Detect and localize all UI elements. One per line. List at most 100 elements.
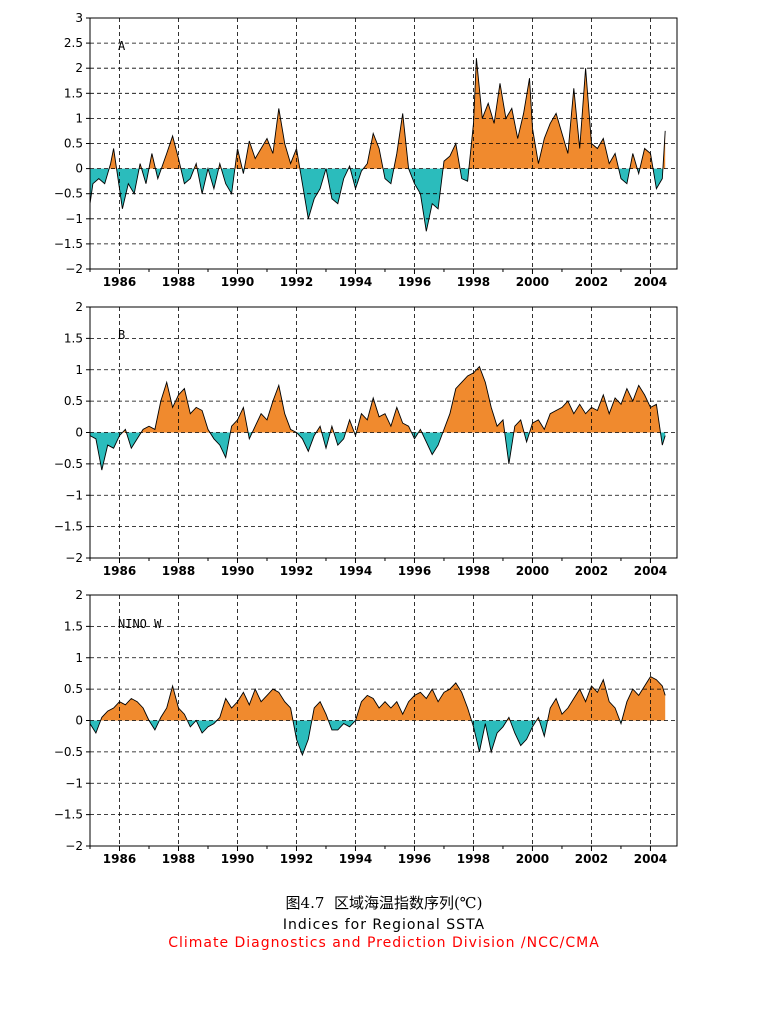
x-tick-label: 1988 <box>162 852 195 866</box>
y-tick-label: 2 <box>75 588 83 602</box>
positive-anomaly-area-6 <box>216 689 293 721</box>
negative-anomaly-area-28 <box>618 168 630 184</box>
panel-label: A <box>118 39 126 53</box>
x-tick-label: 2002 <box>575 564 608 578</box>
y-tick-label: 2.5 <box>64 36 83 50</box>
x-tick-label: 1990 <box>221 852 254 866</box>
x-tick-label: 1990 <box>221 275 254 289</box>
x-tick-label: 1994 <box>339 275 372 289</box>
chart-panel-1: −2 −1.5 −1 −0.5 0 0.5 1 1.5 2 1986 1988 1990 1992 199… <box>54 300 678 578</box>
positive-anomaly-area-5 <box>149 153 156 169</box>
y-tick-label: 0 <box>75 426 83 440</box>
y-tick-label: 0.5 <box>64 394 83 408</box>
negative-anomaly-area-32 <box>653 168 663 189</box>
y-tick-label: 2 <box>75 61 83 75</box>
y-tick-label: −2 <box>65 839 83 853</box>
english-title: Indices for Regional SSTA <box>282 917 486 933</box>
y-tick-label: 1.5 <box>64 619 83 633</box>
y-tick-label: 0.5 <box>64 682 83 696</box>
negative-anomaly-area-24 <box>408 168 443 232</box>
positive-anomaly-area-16 <box>244 108 300 169</box>
panel-label: B <box>118 328 125 342</box>
series-line <box>89 58 666 232</box>
positive-anomaly-area-7 <box>252 385 297 433</box>
negative-anomaly-area-0 <box>90 168 110 204</box>
y-tick-label: −2 <box>65 551 83 565</box>
negative-anomaly-area-22 <box>524 432 530 442</box>
positive-anomaly-area-1 <box>100 698 149 721</box>
y-tick-label: 0.5 <box>64 137 83 151</box>
negative-anomaly-area-4 <box>187 720 197 727</box>
y-tick-label: −0.5 <box>54 187 83 201</box>
negative-anomaly-area-2 <box>116 168 140 209</box>
x-tick-label: 1988 <box>162 275 195 289</box>
positive-anomaly-area-31 <box>639 148 653 169</box>
positive-anomaly-area-15 <box>356 398 412 433</box>
positive-anomaly-area-14 <box>234 148 243 169</box>
y-tick-label: −1.5 <box>54 808 83 822</box>
x-tick-label: 2004 <box>634 564 667 578</box>
y-tick-label: 1 <box>75 363 83 377</box>
x-tick-label: 2000 <box>516 852 549 866</box>
positive-anomaly-area-8 <box>311 701 329 721</box>
x-tick-label: 2002 <box>575 852 608 866</box>
negative-anomaly-area-26 <box>460 168 469 182</box>
x-tick-label: 1994 <box>339 852 372 866</box>
y-tick-label: 1 <box>75 651 83 665</box>
x-tick-label: 1996 <box>398 852 431 866</box>
x-tick-label: 2000 <box>516 275 549 289</box>
y-tick-label: 1.5 <box>64 86 83 100</box>
y-tick-label: 2 <box>75 300 83 314</box>
negative-anomaly-area-5 <box>196 720 217 733</box>
negative-anomaly-area-13 <box>510 720 537 746</box>
positive-anomaly-area-3 <box>159 686 188 721</box>
negative-anomaly-area-16 <box>411 432 419 439</box>
positive-anomaly-area-23 <box>393 113 409 169</box>
negative-anomaly-area-15 <box>539 720 548 737</box>
x-tick-label: 1986 <box>103 275 136 289</box>
negative-anomaly-area-0 <box>90 720 101 733</box>
negative-anomaly-area-2 <box>149 720 160 730</box>
positive-anomaly-area-11 <box>330 426 334 433</box>
x-tick-label: 1992 <box>280 564 313 578</box>
x-tick-label: 1998 <box>457 852 490 866</box>
positive-anomaly-area-27 <box>468 58 619 169</box>
y-tick-label: −2 <box>65 262 83 276</box>
negative-anomaly-area-11 <box>208 168 219 189</box>
figure-title: 图4.7 区域海温指数序列(℃) <box>285 894 483 912</box>
y-tick-label: −1 <box>65 776 83 790</box>
y-tick-label: 3 <box>75 11 83 25</box>
y-tick-label: −0.5 <box>54 457 83 471</box>
positive-anomaly-area-10 <box>355 682 472 721</box>
y-tick-label: 1.5 <box>64 331 83 345</box>
x-tick-label: 1998 <box>457 275 490 289</box>
x-tick-label: 1996 <box>398 275 431 289</box>
positive-anomaly-area-18 <box>621 676 666 721</box>
chart-panel-2: −2 −1.5 −1 −0.5 0 0.5 1 1.5 2 1986 1988 1990 1992 199… <box>54 588 678 866</box>
negative-anomaly-area-13 <box>221 168 235 194</box>
y-tick-label: −1.5 <box>54 237 83 251</box>
x-tick-label: 2004 <box>634 275 667 289</box>
x-tick-label: 1986 <box>103 564 136 578</box>
negative-anomaly-area-6 <box>155 168 162 179</box>
negative-anomaly-area-22 <box>383 168 394 184</box>
positive-anomaly-area-5 <box>230 407 249 433</box>
negative-anomaly-area-11 <box>471 720 507 752</box>
negative-anomaly-area-24 <box>660 432 666 446</box>
x-tick-label: 2000 <box>516 564 549 578</box>
negative-anomaly-area-10 <box>197 168 208 194</box>
x-tick-label: 2002 <box>575 275 608 289</box>
y-tick-label: 0 <box>75 714 83 728</box>
x-tick-label: 1996 <box>398 564 431 578</box>
negative-anomaly-area-2 <box>126 432 142 449</box>
chart-panel-0: −2 −1.5 −1 −0.5 0 0.5 1 1.5 2 2.5 3 1986 1988 1990 199… <box>54 11 678 289</box>
negative-anomaly-area-18 <box>421 432 443 455</box>
y-tick-label: −1 <box>65 212 83 226</box>
positive-anomaly-area-16 <box>547 679 620 721</box>
negative-anomaly-area-8 <box>180 168 195 184</box>
x-tick-label: 1986 <box>103 852 136 866</box>
y-tick-label: −1 <box>65 488 83 502</box>
x-tick-label: 1988 <box>162 564 195 578</box>
positive-anomaly-area-29 <box>629 153 638 169</box>
